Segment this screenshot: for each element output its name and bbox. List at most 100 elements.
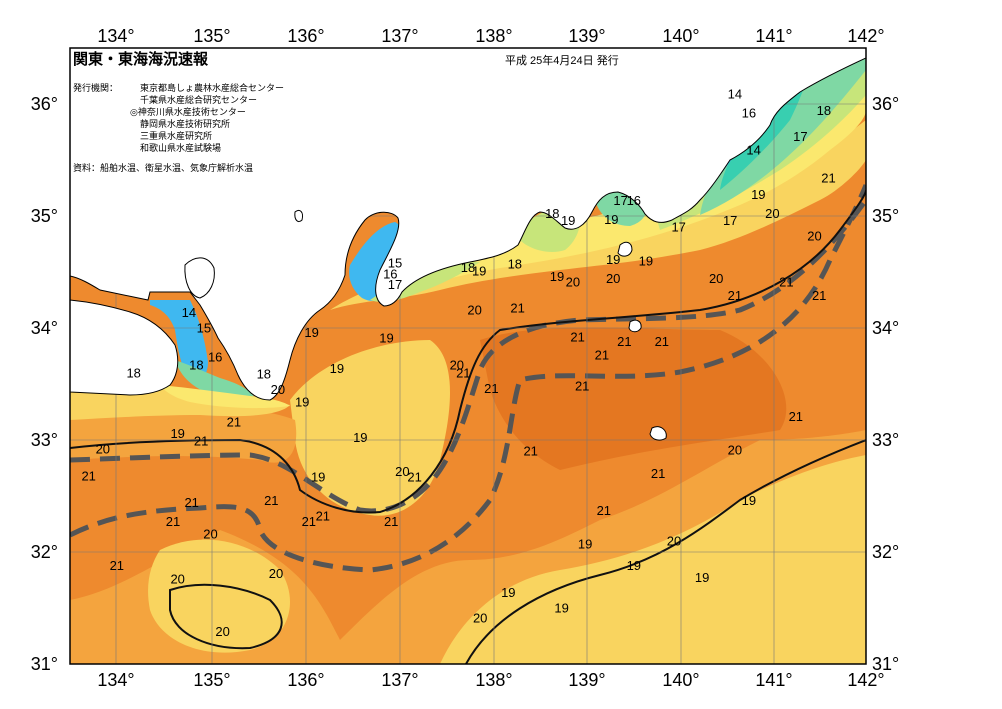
land-izu-oshima [617,241,633,257]
temperature-label: 21 [575,379,589,394]
temperature-label: 21 [812,288,826,303]
patch-20-southwest [148,539,290,653]
temperature-label: 20 [467,303,481,318]
temperature-label: 19 [578,537,592,552]
temperature-label: 19 [561,213,575,228]
cold-water-osaka-bay [150,300,208,382]
lon-tick-label: 139° [568,26,605,46]
kuroshio-axis-north [70,198,866,514]
temperature-label: 21 [595,347,609,362]
temperature-label: 16 [742,105,756,120]
temperature-label: 19 [554,601,568,616]
lat-tick-label: 31° [872,654,899,674]
contour-20-line-south [169,583,283,650]
lon-tick-label: 138° [475,26,512,46]
lat-tick-label: 32° [872,542,899,562]
lat-tick-label: 33° [872,430,899,450]
temperature-label: 19 [330,361,344,376]
temperature-label: 21 [81,468,95,483]
temperature-label: 21 [510,300,524,315]
issuer-item: ◎神奈川県水産技術センター [130,106,246,117]
temperature-label: 20 [269,566,283,581]
temperature-label: 19 [742,493,756,508]
temperature-label: 19 [501,585,515,600]
temperature-label: 18 [508,257,522,272]
temperature-label: 16 [383,267,397,282]
lon-tick-label: 141° [755,670,792,690]
temperature-label: 19 [550,269,564,284]
lon-tick-label: 140° [662,670,699,690]
land-shikoku [70,299,179,396]
lat-tick-label: 34° [31,318,58,338]
temperature-label: 18 [545,206,559,221]
temperature-label: 16 [208,350,222,365]
map-title: 関東・東海海況速報 [73,50,209,68]
band-16-kii-channel [175,360,255,400]
contour-20-line-east [465,439,866,664]
temperature-label: 20 [473,611,487,626]
temperature-label: 20 [566,275,580,290]
temperature-label: 20 [271,382,285,397]
temperature-label: 20 [96,441,110,456]
temperature-label: 19 [604,212,618,227]
temperature-label: 18 [126,365,140,380]
issuer-background [71,71,291,175]
temperature-label: 17 [388,277,402,292]
temperature-label: 21 [597,503,611,518]
temperature-label: 15 [388,256,402,271]
temperature-label: 14 [728,86,742,101]
lon-tick-label: 137° [381,26,418,46]
temperature-label: 21 [484,381,498,396]
lat-tick-label: 32° [31,542,58,562]
temperature-label: 20 [395,464,409,479]
longitude-axis-bottom: 134° 135° 136° 137° 138° 139° 140° 141° … [97,670,884,690]
band-19-south [440,455,866,664]
header-background [71,49,721,71]
lat-tick-label: 33° [31,430,58,450]
temperature-label: 19 [606,252,620,267]
temperature-label: 21 [194,434,208,449]
temperature-label: 19 [311,469,325,484]
temperature-label: 21 [728,288,742,303]
temperature-label: 20 [807,229,821,244]
land-oki-island [294,209,303,223]
issue-date: 平成 25年4月24日 発行 [505,53,619,67]
lat-tick-label: 35° [872,206,899,226]
temperature-label: 21 [384,514,398,529]
land-hachijo-island [649,426,667,441]
issuer-item: 静岡県水産技術研究所 [140,118,230,129]
temperature-label: 19 [170,426,184,441]
temperature-label: 21 [227,415,241,430]
temperature-label: 21 [523,444,537,459]
data-source-note: 資料：船舶水温、衛星水温、気象庁解析水温 [73,162,253,173]
issuer-item: 三重県水産研究所 [140,130,212,141]
lat-tick-label: 31° [31,654,58,674]
lon-tick-label: 140° [662,26,699,46]
lon-tick-label: 134° [97,670,134,690]
temperature-label: 20 [765,206,779,221]
temperature-label: 20 [203,527,217,542]
band-19-central [290,340,450,516]
issuer-item: 東京都島しょ農林水産総合センター [140,82,284,93]
temperature-label: 20 [709,271,723,286]
temperature-label: 14 [746,142,760,157]
lon-tick-label: 135° [193,26,230,46]
temperature-label: 19 [295,394,309,409]
land-awaji-island [184,257,215,299]
temperature-label: 21 [166,514,180,529]
lon-tick-label: 134° [97,26,134,46]
temperature-label: 18 [461,260,475,275]
temperature-label: 21 [407,469,421,484]
temperature-label: 19 [627,558,641,573]
lon-tick-label: 138° [475,670,512,690]
issuer-label: 発行機関： [73,82,118,93]
temperature-label: 19 [353,430,367,445]
temperature-label: 21 [651,466,665,481]
temperature-label: 21 [655,334,669,349]
band-18-kii-channel [160,385,290,409]
temperature-label: 19 [751,187,765,202]
temperature-label: 19 [304,325,318,340]
temperature-label: 21 [789,409,803,424]
lat-tick-label: 34° [872,318,899,338]
